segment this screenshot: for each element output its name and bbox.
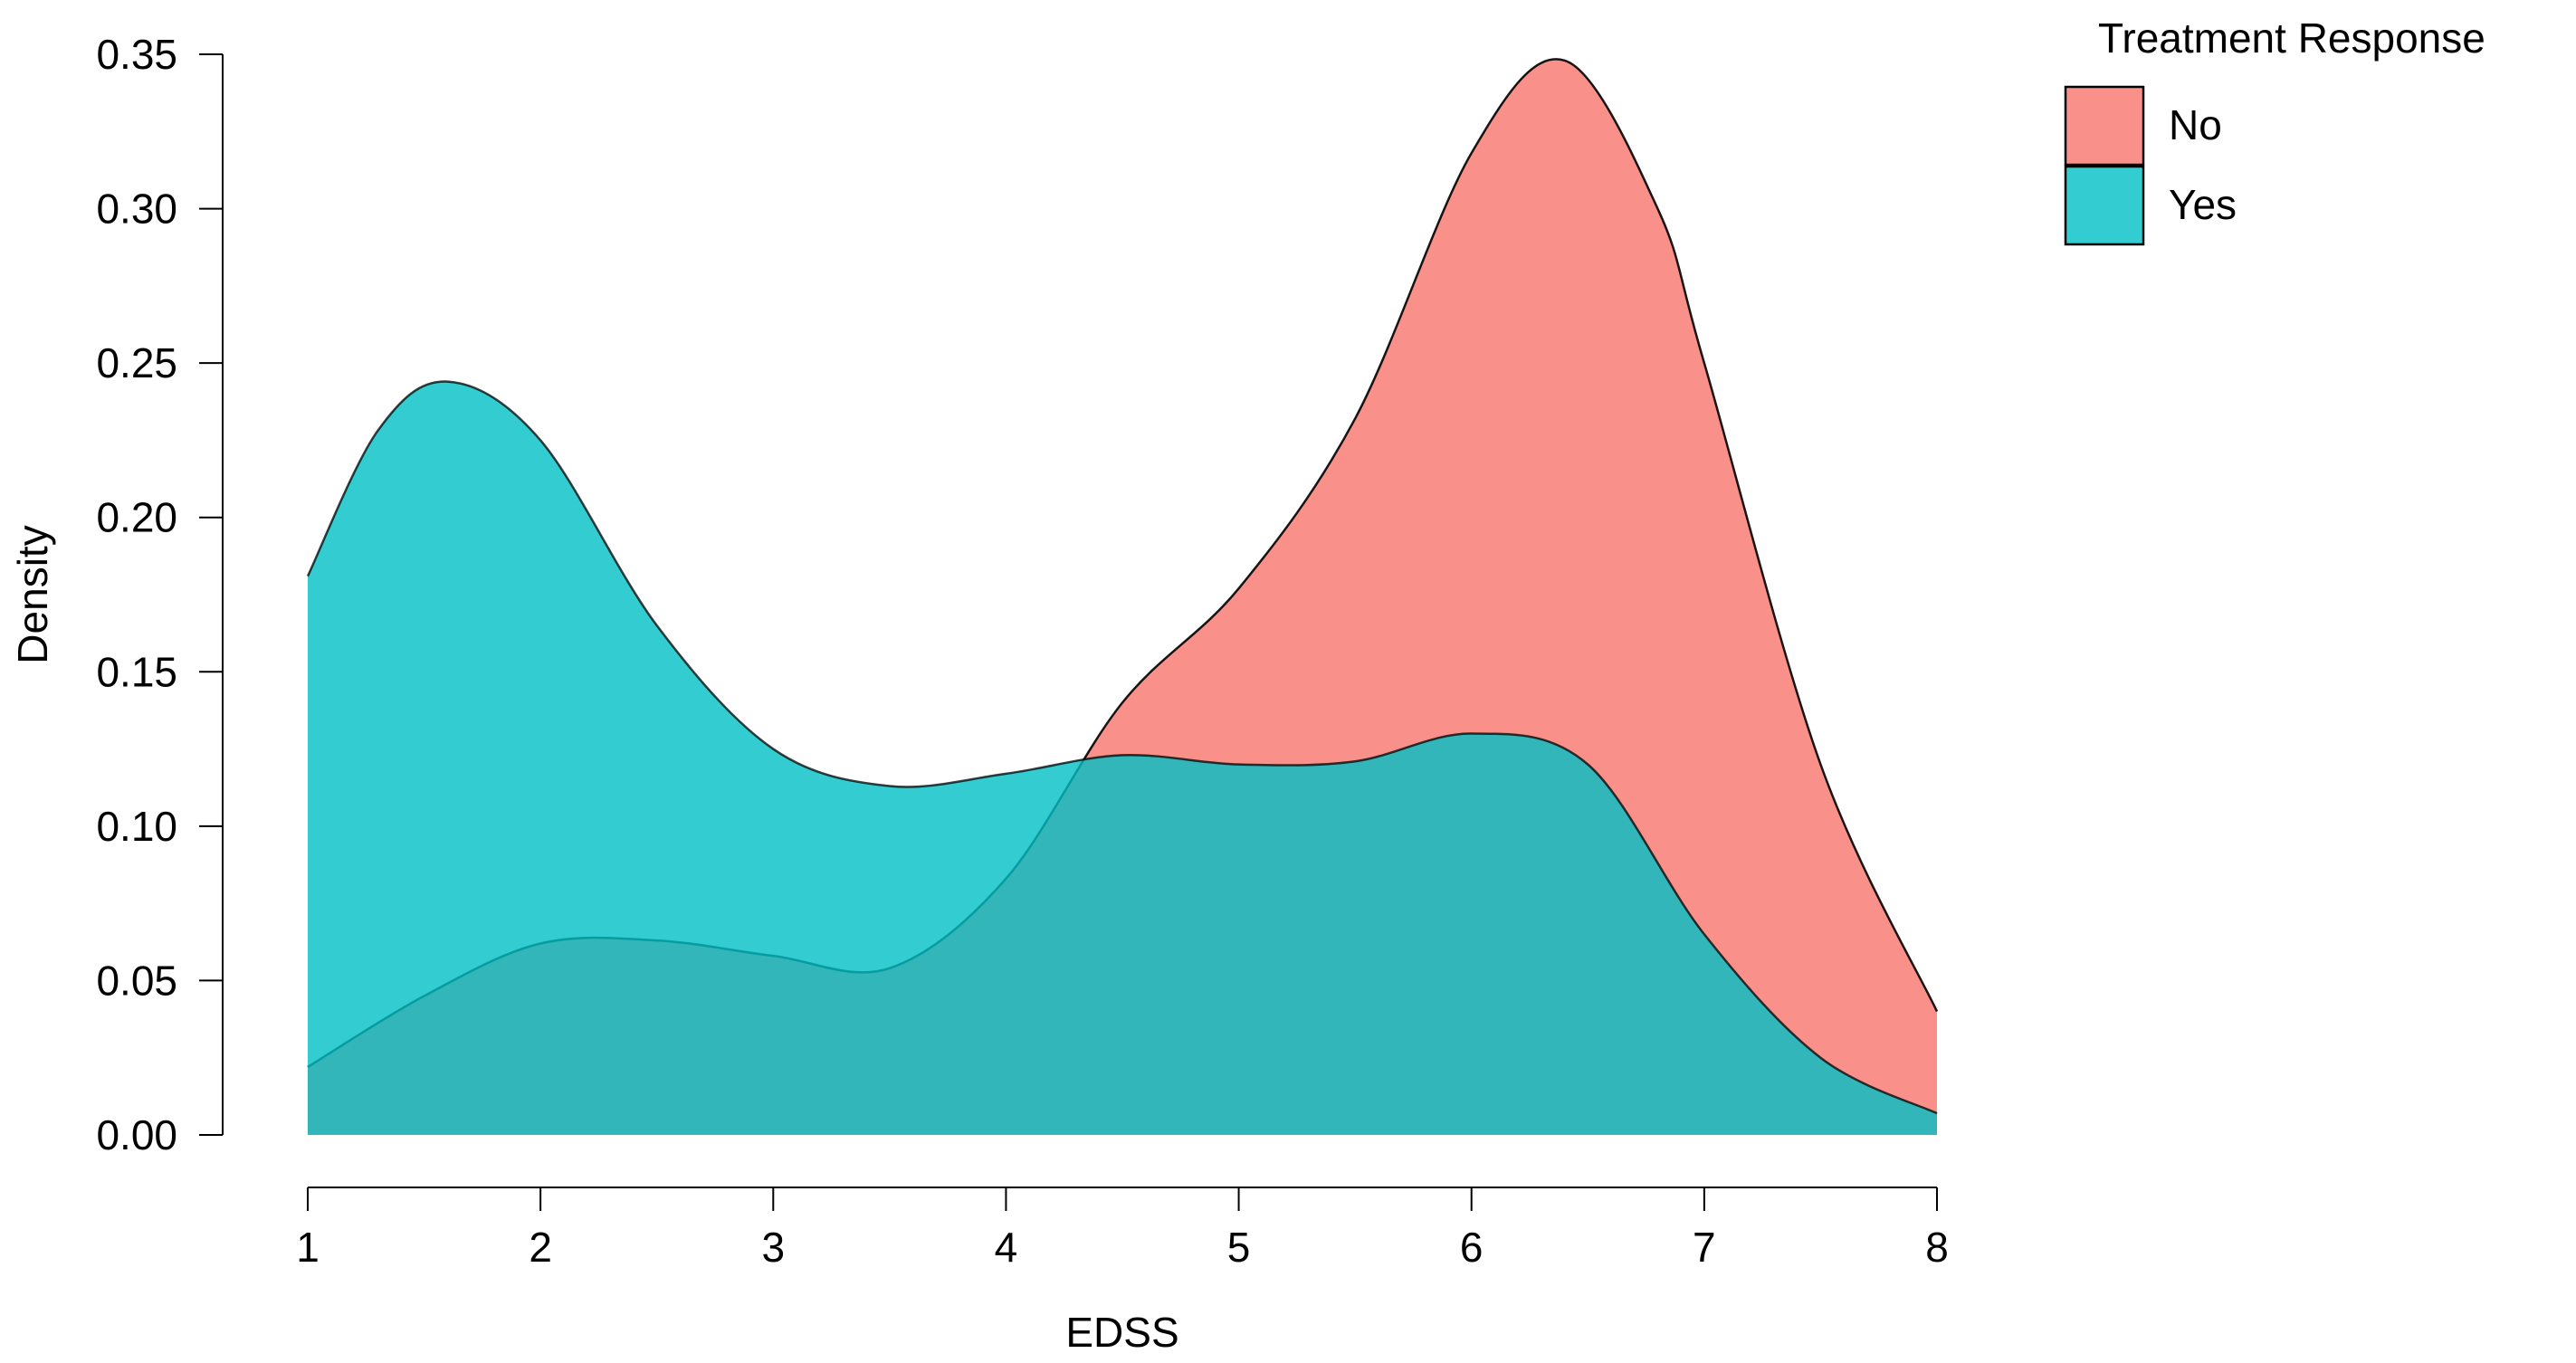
legend-items: No Yes [2064,85,2237,246]
legend-label: Yes [2169,181,2237,228]
x-axis: 1 2 3 4 5 6 7 8 [296,1187,1949,1271]
x-tick-label: 2 [529,1224,552,1271]
density-line-yes [306,380,1938,1115]
legend-item-no: No [2064,85,2222,167]
x-tick-label: 6 [1460,1224,1484,1271]
x-tick-label: 3 [761,1224,785,1271]
legend: Treatment Response No Yes [2064,14,2485,246]
y-tick-label: 0.00 [96,1111,177,1158]
x-tick-label: 1 [296,1224,320,1271]
y-axis: 0.00 0.05 0.10 0.15 0.20 0.25 0.30 0.35 [96,31,224,1158]
x-tick-label: 5 [1227,1224,1251,1271]
legend-title: Treatment Response [2098,14,2485,62]
y-tick-label: 0.35 [96,31,177,78]
legend-item-yes: Yes [2064,165,2237,246]
y-tick-label: 0.10 [96,803,177,850]
density-series-yes [306,380,1938,1135]
density-area-yes [308,381,1937,1135]
y-tick-label: 0.05 [96,957,177,1004]
y-tick-label: 0.15 [96,648,177,695]
x-tick-label: 7 [1693,1224,1716,1271]
legend-label: No [2169,101,2222,148]
x-tick-label: 4 [995,1224,1018,1271]
y-tick-label: 0.25 [96,339,177,386]
plot-areas [306,58,1939,1135]
y-tick-label: 0.30 [96,186,177,233]
x-tick-label: 8 [1925,1224,1949,1271]
y-tick-label: 0.20 [96,494,177,541]
legend-swatch-no [2064,85,2145,167]
y-axis-title: Density [9,525,56,663]
legend-swatch-yes [2064,165,2145,246]
x-axis-title: EDSS [1065,1309,1178,1356]
